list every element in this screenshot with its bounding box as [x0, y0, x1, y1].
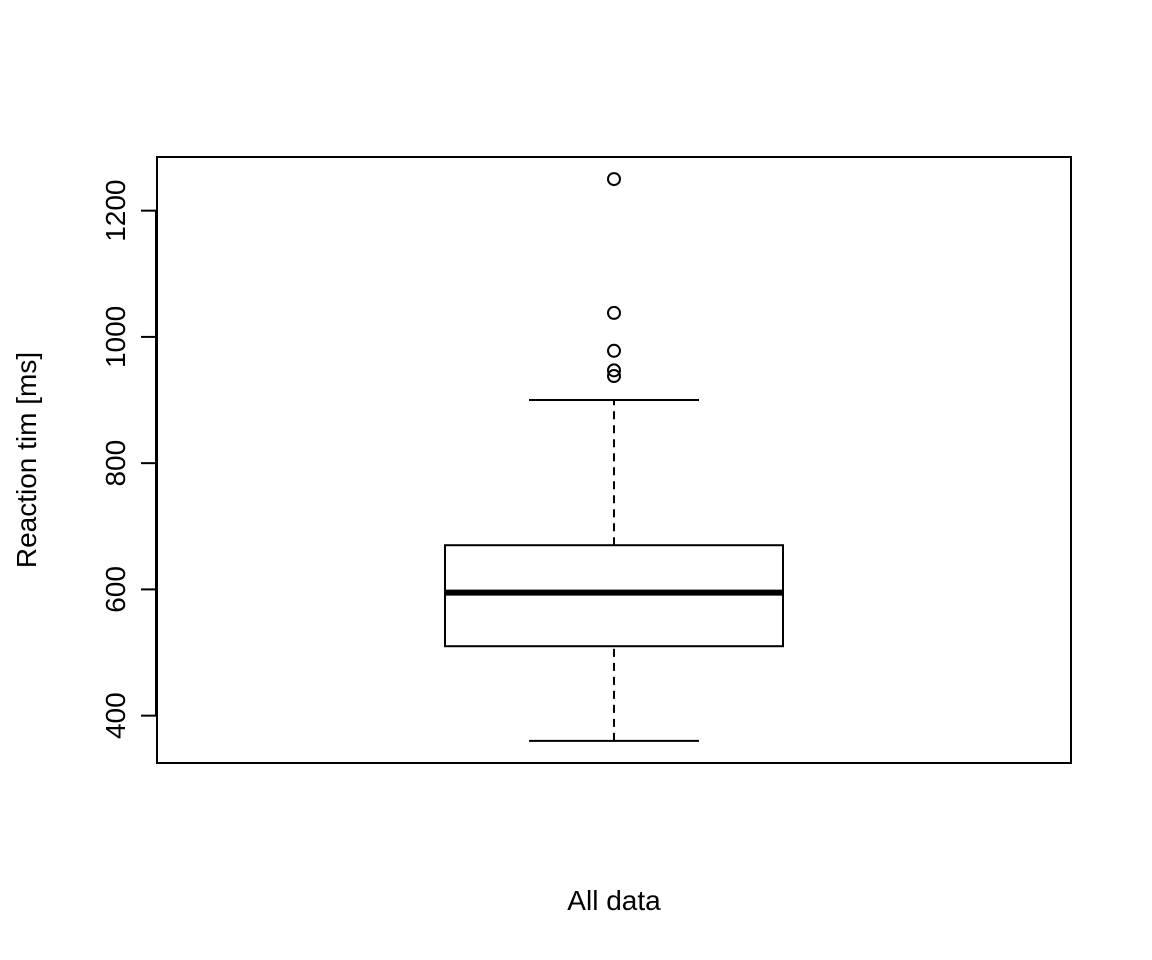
- y-tick-label: 1000: [100, 306, 131, 368]
- outlier-group: [607, 172, 621, 384]
- x-axis-label: All data: [567, 885, 661, 916]
- y-tick-label: 400: [100, 692, 131, 739]
- outlier-point: [607, 343, 621, 358]
- outlier-point: [607, 305, 621, 320]
- y-axis: 400 600 800 1000 1200: [100, 180, 157, 739]
- y-tick-label: 800: [100, 440, 131, 487]
- y-axis-label: Reaction tim [ms]: [11, 352, 42, 568]
- outlier-point: [607, 172, 621, 187]
- outlier-point: [607, 369, 621, 384]
- y-tick-label: 600: [100, 566, 131, 613]
- y-tick-label: 1200: [100, 180, 131, 242]
- box-group: [444, 399, 784, 742]
- box-iqr: [444, 544, 784, 648]
- outlier-point: [607, 363, 621, 378]
